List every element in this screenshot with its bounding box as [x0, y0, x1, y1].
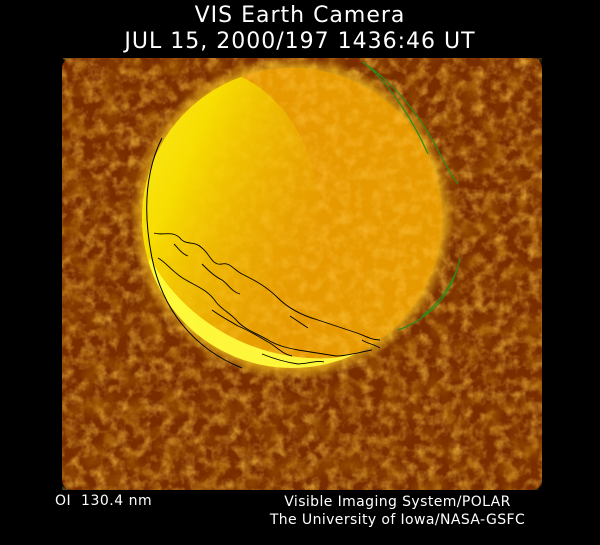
earth-camera-image	[62, 58, 542, 490]
institution-credit: The University of Iowa/NASA-GSFC	[269, 512, 526, 528]
filter-label: OI 130.4 nm	[55, 493, 153, 509]
image-timestamp: JUL 15, 2000/197 1436:46 UT	[124, 29, 476, 54]
header: VIS Earth Camera JUL 15, 2000/197 1436:4…	[0, 0, 600, 55]
image-title: VIS Earth Camera	[194, 3, 406, 28]
coastline-outline	[153, 232, 381, 365]
terminator-line	[146, 137, 243, 369]
instrument-credit: Visible Imaging System/POLAR	[284, 494, 511, 510]
credits: Visible Imaging System/POLAR The Univers…	[250, 493, 545, 529]
earth-disk	[130, 58, 454, 380]
limb-overlay	[361, 61, 461, 331]
